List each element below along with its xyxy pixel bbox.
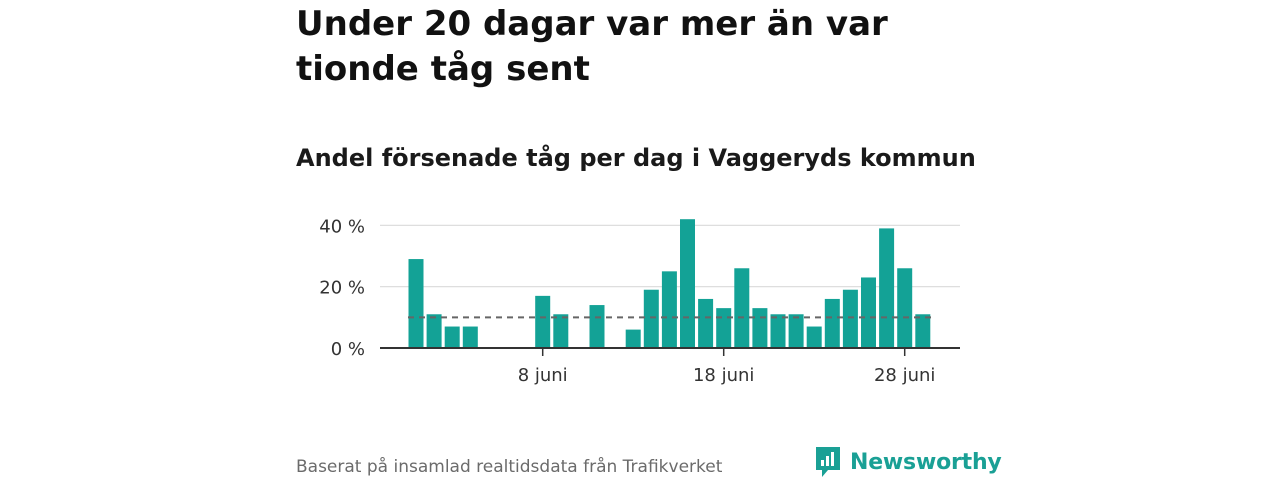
bar: [444, 326, 460, 348]
brand-logo[interactable]: Newsworthy: [814, 446, 1002, 478]
bar: [625, 329, 641, 348]
bar: [734, 268, 750, 348]
bar: [462, 326, 478, 348]
chart-subtitle: Andel försenade tåg per dag i Vaggeryds …: [296, 144, 976, 172]
bar: [589, 305, 605, 348]
bar: [897, 268, 913, 348]
bar: [915, 314, 931, 348]
y-tick-label: 40 %: [319, 216, 365, 237]
x-tick-label: 18 juni: [693, 365, 754, 386]
bar: [806, 326, 822, 348]
brand-name: Newsworthy: [850, 449, 1002, 475]
bar: [535, 295, 551, 348]
bar: [770, 314, 786, 348]
x-tick-label: 28 juni: [874, 365, 935, 386]
bar: [861, 277, 876, 348]
bar: [553, 314, 569, 348]
bar: [661, 271, 677, 348]
bars: [408, 219, 931, 348]
bar: [408, 259, 424, 348]
newsworthy-logo-icon: [816, 447, 840, 477]
y-tick-label: 0 %: [331, 339, 365, 360]
axes: 0 % 20 % 40 % 8 juni 18 juni 28 juni: [319, 216, 960, 386]
bar: [698, 298, 714, 348]
x-tick-label: 8 juni: [518, 365, 568, 386]
bar: [716, 308, 732, 348]
bar: [752, 308, 768, 348]
source-note: Baserat på insamlad realtidsdata från Tr…: [296, 457, 723, 477]
y-tick-label: 20 %: [319, 278, 365, 299]
bar: [788, 314, 804, 348]
bar: [824, 298, 840, 348]
bar: [643, 289, 659, 348]
bar: [426, 314, 442, 348]
bar: [680, 219, 695, 348]
headline: Under 20 dagar var mer än var tionde tåg…: [296, 4, 888, 89]
bar: [879, 228, 895, 348]
bar: [842, 289, 858, 348]
